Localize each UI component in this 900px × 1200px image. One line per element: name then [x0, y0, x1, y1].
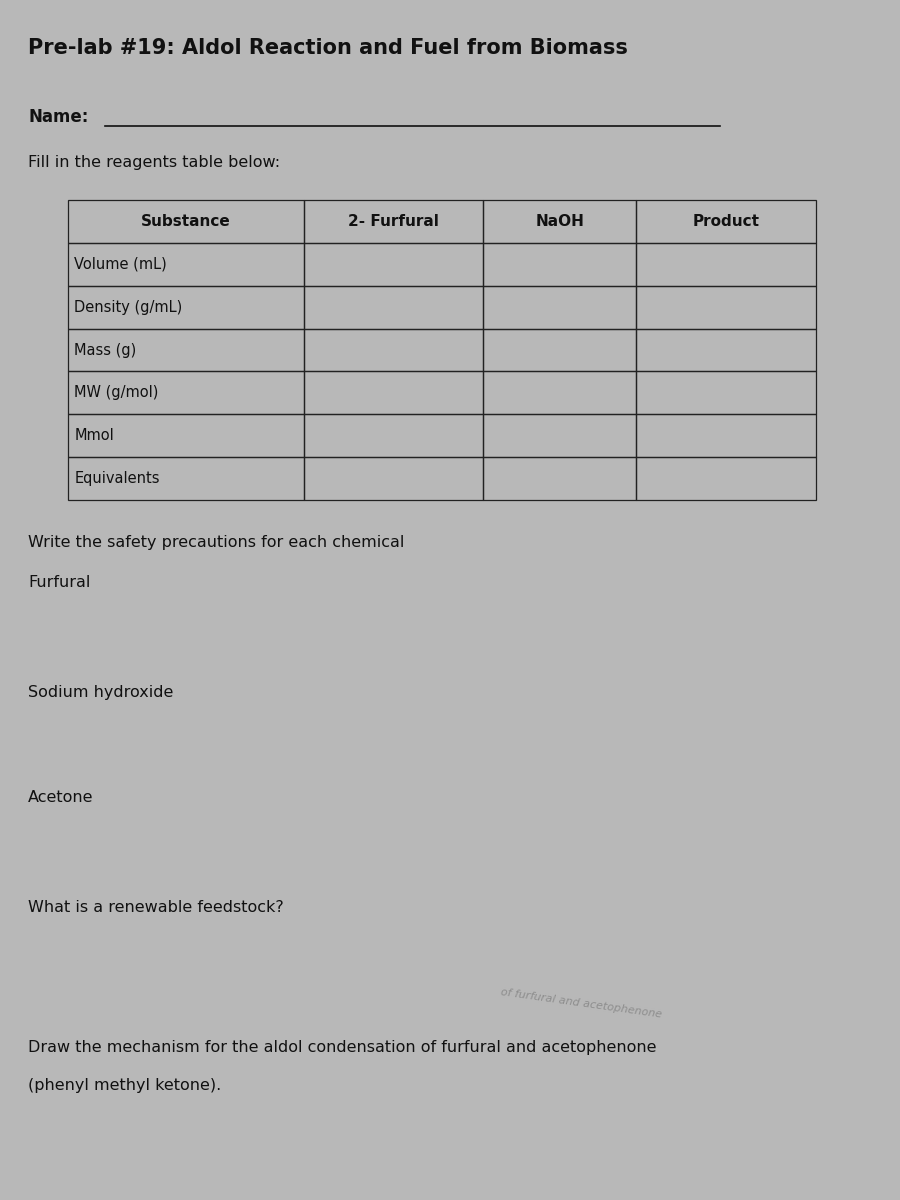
- Bar: [68, 372, 303, 414]
- Bar: [636, 372, 816, 414]
- Text: Pre-lab #19: Aldol Reaction and Fuel from Biomass: Pre-lab #19: Aldol Reaction and Fuel fro…: [28, 38, 628, 58]
- Bar: [636, 414, 816, 457]
- Bar: [303, 286, 483, 329]
- Text: Volume (mL): Volume (mL): [75, 257, 167, 271]
- Text: of furfural and acetophenone: of furfural and acetophenone: [500, 988, 662, 1020]
- Bar: [636, 286, 816, 329]
- Bar: [483, 329, 636, 372]
- Text: (phenyl methyl ketone).: (phenyl methyl ketone).: [28, 1078, 221, 1093]
- Bar: [68, 200, 303, 242]
- Text: MW (g/mol): MW (g/mol): [75, 385, 159, 401]
- Text: Write the safety precautions for each chemical: Write the safety precautions for each ch…: [28, 535, 404, 550]
- Text: NaOH: NaOH: [536, 214, 584, 229]
- Text: 2- Furfural: 2- Furfural: [348, 214, 439, 229]
- Bar: [483, 414, 636, 457]
- Text: Fill in the reagents table below:: Fill in the reagents table below:: [28, 155, 280, 170]
- Text: What is a renewable feedstock?: What is a renewable feedstock?: [28, 900, 284, 914]
- Bar: [636, 329, 816, 372]
- Bar: [636, 457, 816, 500]
- Bar: [483, 457, 636, 500]
- Bar: [483, 286, 636, 329]
- Text: Name:: Name:: [28, 108, 88, 126]
- Bar: [68, 414, 303, 457]
- Text: Draw the mechanism for the aldol condensation of furfural and acetophenone: Draw the mechanism for the aldol condens…: [28, 1040, 656, 1055]
- Bar: [68, 329, 303, 372]
- Bar: [303, 372, 483, 414]
- Text: Mass (g): Mass (g): [75, 342, 137, 358]
- Bar: [303, 242, 483, 286]
- Bar: [68, 457, 303, 500]
- Text: Equivalents: Equivalents: [75, 472, 160, 486]
- Text: Substance: Substance: [140, 214, 230, 229]
- Text: Product: Product: [693, 214, 760, 229]
- Bar: [303, 200, 483, 242]
- Bar: [68, 286, 303, 329]
- Text: Furfural: Furfural: [28, 575, 90, 590]
- Bar: [303, 457, 483, 500]
- Bar: [636, 242, 816, 286]
- Bar: [483, 200, 636, 242]
- Text: Sodium hydroxide: Sodium hydroxide: [28, 685, 174, 700]
- Text: Acetone: Acetone: [28, 790, 94, 805]
- Bar: [303, 329, 483, 372]
- Bar: [636, 200, 816, 242]
- Text: Density (g/mL): Density (g/mL): [75, 300, 183, 314]
- Bar: [483, 242, 636, 286]
- Bar: [68, 242, 303, 286]
- Text: Mmol: Mmol: [75, 428, 114, 443]
- Bar: [483, 372, 636, 414]
- Bar: [303, 414, 483, 457]
